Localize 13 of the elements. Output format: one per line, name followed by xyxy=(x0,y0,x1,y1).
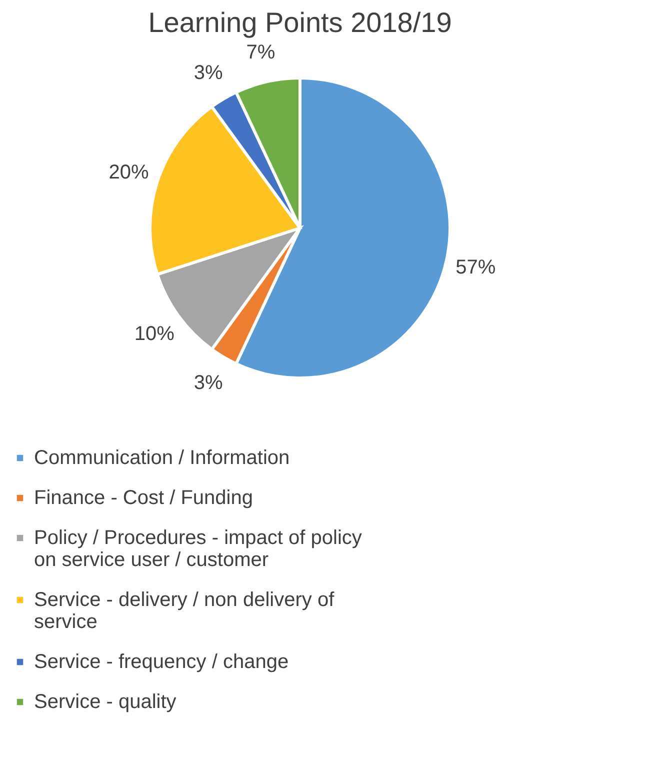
data-label: 3% xyxy=(194,62,224,84)
legend-label: Service - delivery / non delivery of service xyxy=(34,589,335,633)
legend-label: Service - frequency / change xyxy=(34,651,289,673)
data-label: 10% xyxy=(134,322,175,345)
data-label: 20% xyxy=(108,161,150,184)
legend-label: Policy / Procedures - impact of policy on service user / customer xyxy=(34,527,362,571)
legend-label: Service - quality xyxy=(34,691,176,713)
data-label: 3% xyxy=(194,372,224,394)
data-label: 7% xyxy=(246,41,276,64)
legend-label: Communication / Information xyxy=(34,447,290,469)
data-label: 57% xyxy=(456,256,496,278)
legend-label: Finance - Cost / Funding xyxy=(34,487,253,509)
chart-title: Learning Points 2018/19 xyxy=(148,7,452,38)
